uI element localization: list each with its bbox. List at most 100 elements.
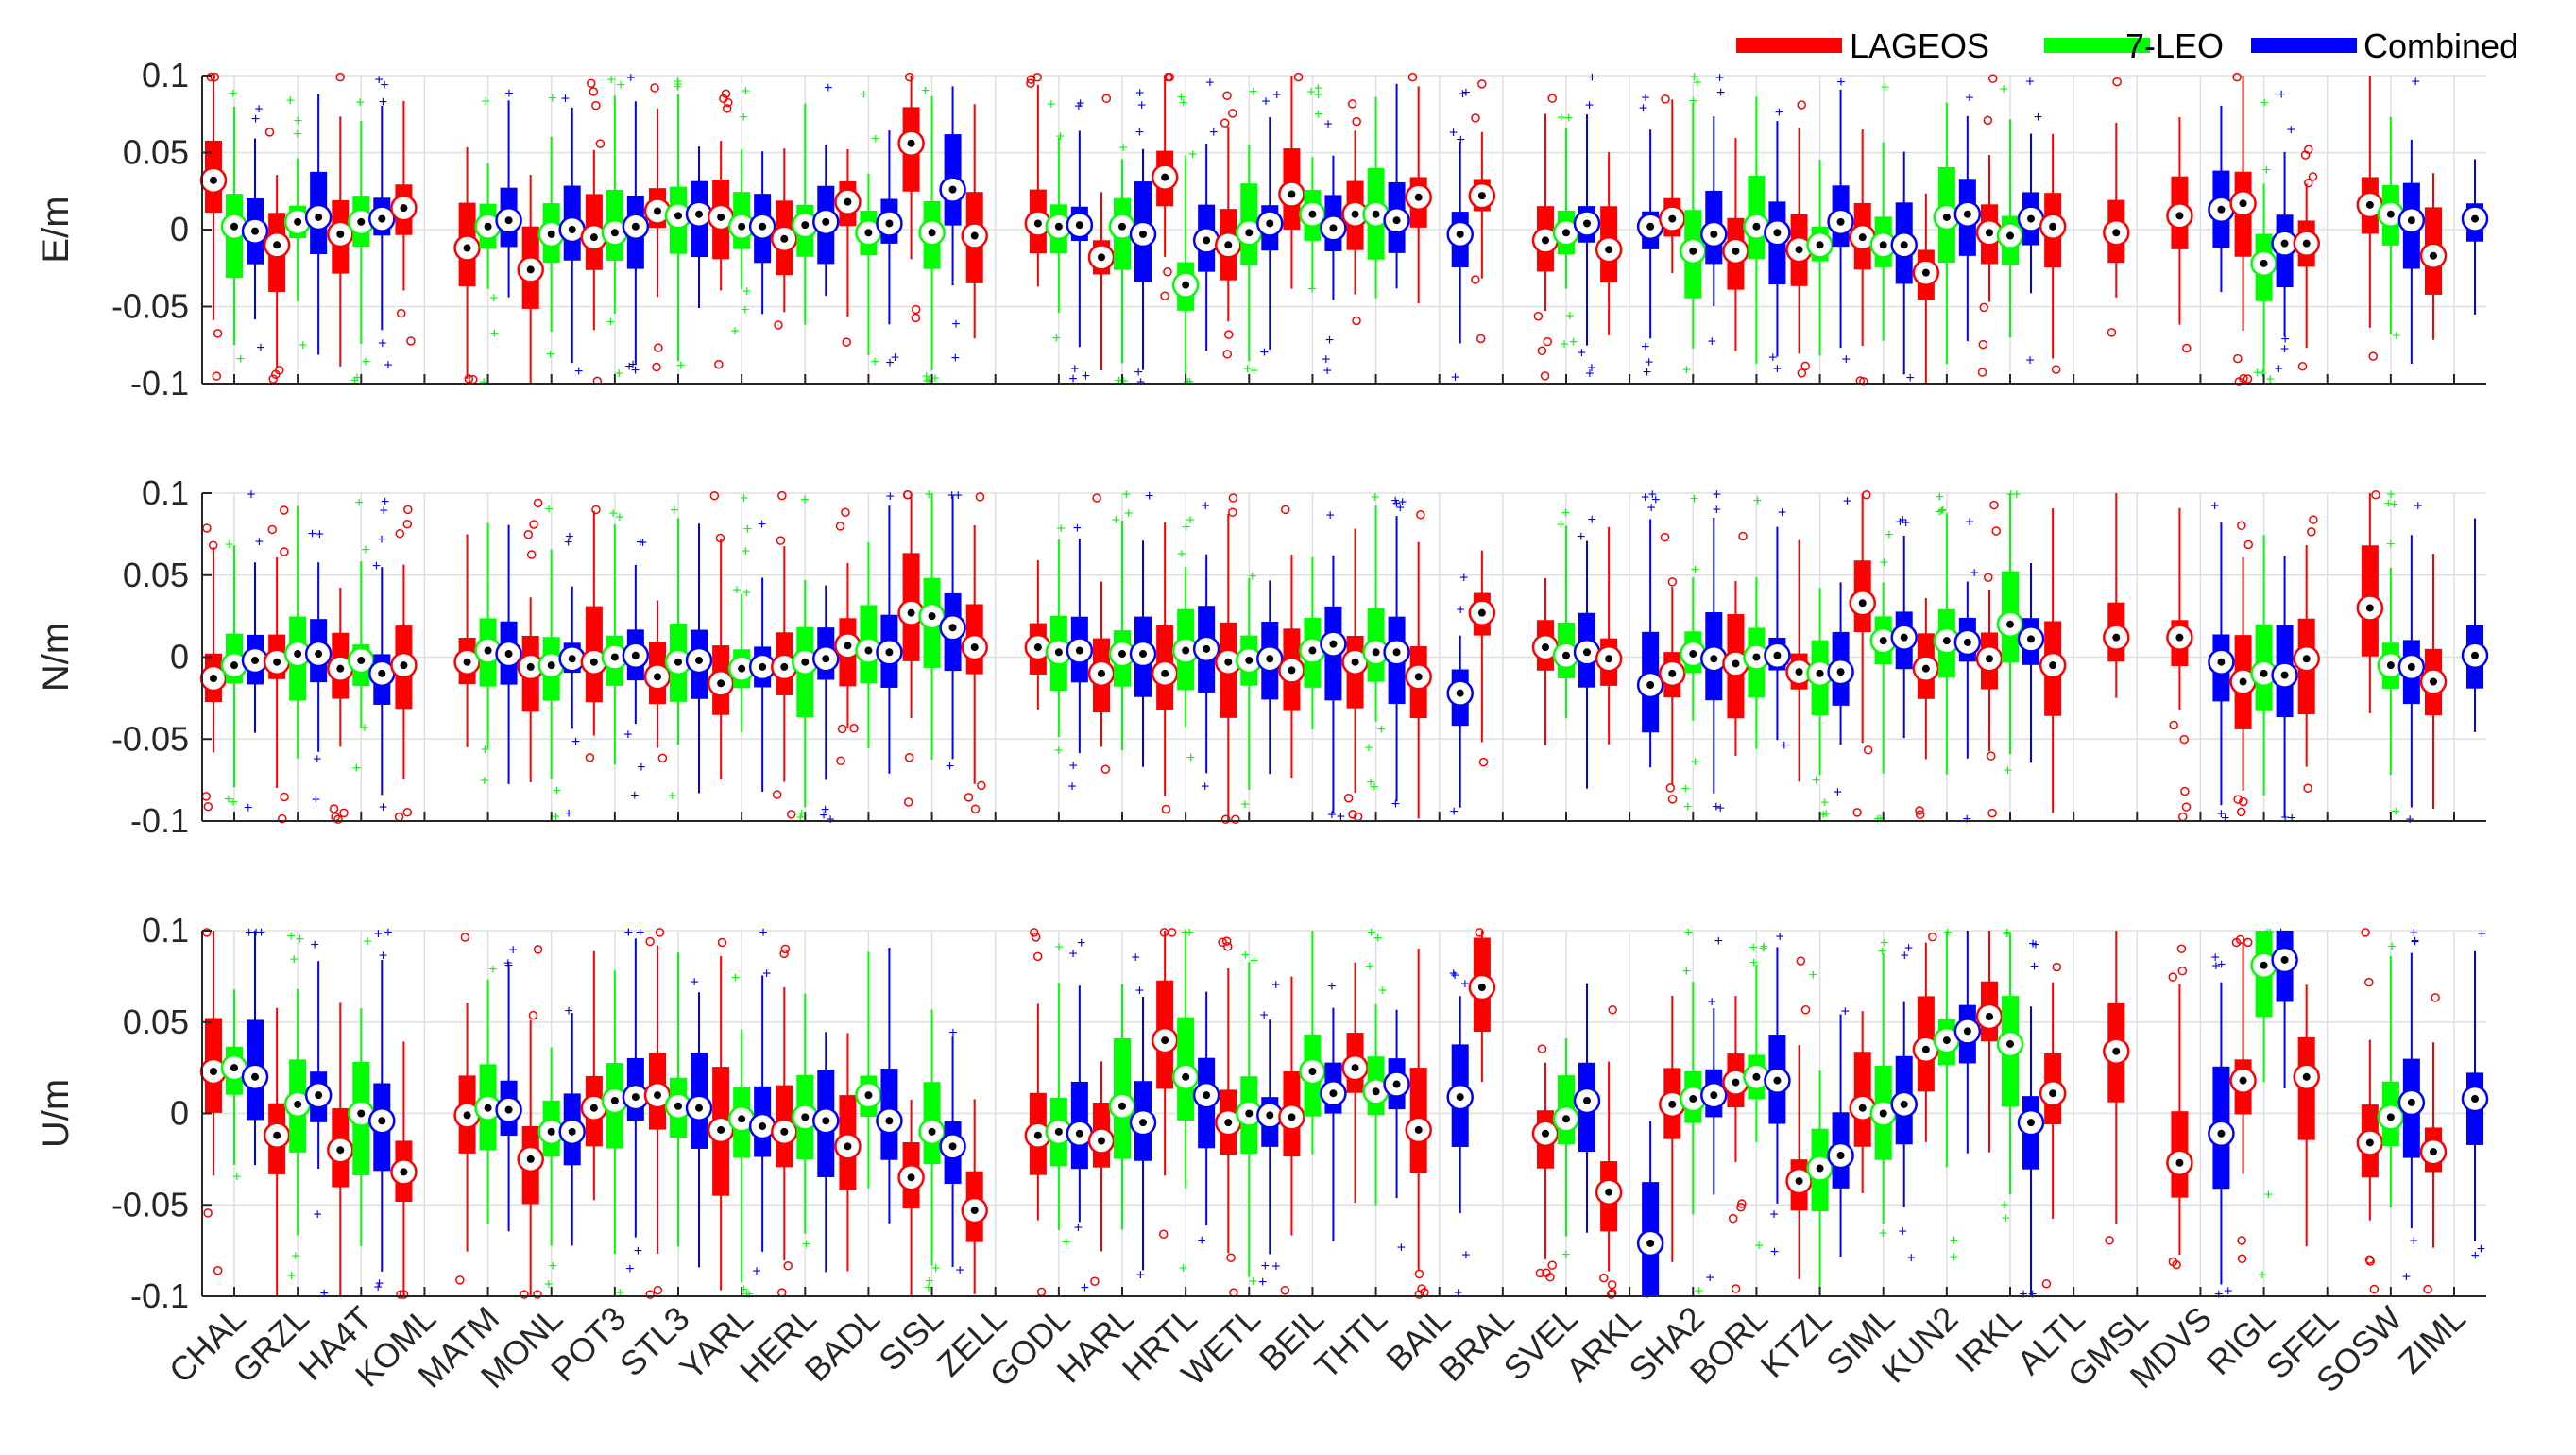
box-lageos-arkl [1595, 526, 1623, 745]
median-dot [1816, 1164, 1824, 1173]
median-dot [717, 679, 725, 688]
outlier-point: + [1643, 365, 1651, 381]
box-combined-beil: +++ [1320, 507, 1347, 826]
box-combined-arkl: + +++ [1636, 488, 1664, 768]
median-dot [822, 217, 830, 226]
outlier-point: + [1325, 333, 1334, 349]
box-7-leo-borl [1743, 96, 1770, 364]
box-7-leo-godl: ++ [1045, 521, 1073, 759]
outlier-point [1220, 814, 1231, 825]
outlier-point: + [2277, 925, 2285, 941]
station-label-ziml: ZIML [2391, 1299, 2473, 1381]
outlier-point [399, 1290, 409, 1299]
outlier-point: + [1067, 779, 1076, 795]
panel-e-m: ++++++++++++++++++ +++++ ++++++++ +++++++++… [35, 56, 2489, 402]
median-dot [2027, 1119, 2035, 1127]
outlier-point [1026, 75, 1036, 84]
outlier-point: + [352, 761, 361, 777]
box-lageos-kun2 [1912, 932, 1940, 1142]
median-dot [1816, 669, 1824, 677]
outlier-point: + [1715, 71, 1724, 87]
box-combined-matm: +++ [495, 943, 522, 1232]
median-dot [631, 1093, 640, 1102]
box-7-leo-godl: +++ [1045, 97, 1073, 347]
outlier-point: + [1449, 966, 1458, 982]
box-7-leo-herl [792, 103, 819, 325]
outlier-point: + [1561, 1247, 1570, 1263]
outlier-point: + [2280, 342, 2289, 358]
median-dot [1372, 210, 1380, 218]
median-dot [1732, 659, 1740, 668]
outlier-point: + [251, 111, 260, 128]
outlier-point [1092, 493, 1101, 503]
outlier-point [1599, 1273, 1609, 1283]
median-dot [1414, 1125, 1423, 1134]
median-dot [717, 1125, 725, 1134]
outlier-point: + [946, 759, 954, 775]
outlier-point: + [311, 937, 319, 953]
outlier-point: + [1397, 1240, 1406, 1256]
outlier-point: + [1776, 930, 1784, 946]
box-lageos-pot3 [580, 78, 608, 386]
outlier-point: + [1082, 368, 1090, 385]
median-dot [2239, 199, 2247, 208]
median-dot [885, 648, 894, 657]
outlier-point [1478, 757, 1489, 767]
outlier-point: + [2411, 933, 2419, 950]
outlier-point: + [375, 1276, 384, 1292]
box-lageos-bail [1405, 948, 1432, 1299]
box-7-leo-sisl: + [918, 488, 946, 760]
outlier-point [783, 1261, 793, 1271]
median-dot [589, 658, 598, 666]
box-7-leo-stl3 [664, 952, 692, 1247]
outlier-point: + [2025, 353, 2034, 369]
box-combined-ha4t: +++++ [368, 925, 396, 1295]
outlier-point [1280, 505, 1290, 515]
outlier-point: + [800, 492, 809, 508]
outlier-point: + [951, 317, 960, 333]
median-dot [2260, 961, 2268, 969]
median-dot [1710, 230, 1718, 238]
outlier-point [2364, 1255, 2375, 1264]
median-dot [230, 661, 238, 670]
box-lageos-sha2 [1659, 995, 1686, 1262]
station-label-ktzl: KTZL [1752, 1299, 1838, 1385]
box-7-leo-chal: +++ [220, 537, 248, 811]
outlier-point: + [1682, 964, 1691, 980]
outlier-point [1226, 1253, 1236, 1262]
median-dot [1203, 236, 1211, 245]
outlier-point: + [1834, 785, 1842, 801]
median-dot [1308, 646, 1317, 655]
outlier-point: + [503, 955, 512, 971]
outlier-point: + [1248, 569, 1256, 585]
outlier-point: + [1770, 1244, 1779, 1260]
outlier-point [1407, 72, 1418, 82]
outlier-point: + [1074, 98, 1083, 114]
median-dot [1583, 648, 1591, 657]
outlier-point [1343, 794, 1354, 803]
outlier-point [1915, 806, 1924, 815]
outlier-point: + [624, 925, 633, 941]
outlier-point [1797, 100, 1806, 110]
median-dot [1963, 210, 1971, 218]
outlier-point: + [1365, 959, 1373, 975]
outlier-point [1606, 1290, 1616, 1299]
outlier-point: + [925, 1274, 933, 1290]
box-7-leo-siml: + [1869, 79, 1897, 341]
outlier-point [280, 792, 289, 802]
outlier-point: + [504, 86, 513, 102]
outlier-point: + [1323, 117, 1332, 133]
median-dot [1858, 1104, 1867, 1112]
box-lageos-svel [1531, 577, 1560, 745]
median-dot [1752, 1072, 1761, 1081]
median-dot [2112, 229, 2121, 237]
median-dot [1752, 222, 1761, 231]
outlier-point [714, 359, 724, 369]
outlier-point: + [1879, 1225, 1887, 1241]
y-axis-label: N/m [35, 623, 77, 692]
y-tick-label: 0.05 [123, 133, 189, 172]
outlier-point: + [1241, 948, 1250, 964]
box-lageos-mdvs [2166, 117, 2193, 353]
outlier-point [1852, 808, 1862, 817]
box-combined-siml: + [1890, 151, 1918, 386]
